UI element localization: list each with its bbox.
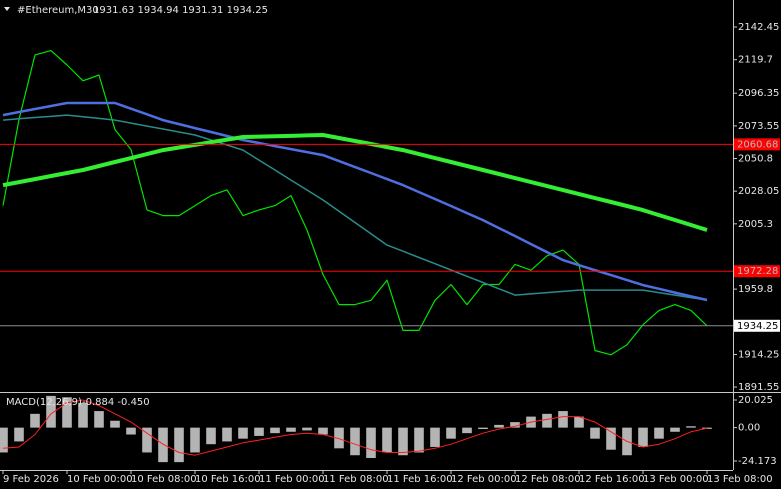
macd-bar xyxy=(110,420,120,428)
macd-bar xyxy=(270,427,280,434)
y-tick-label: 2096.35 xyxy=(738,88,779,99)
x-tick-label: 12 Feb 08:00 xyxy=(515,474,581,485)
price-line xyxy=(2,114,708,301)
y-tick-label: 2142.45 xyxy=(738,22,779,33)
macd-bar xyxy=(606,427,616,450)
price-line xyxy=(2,101,708,302)
y-tick-label: 2073.55 xyxy=(738,121,779,132)
macd-bar xyxy=(510,422,520,428)
x-tick-label: 12 Feb 00:00 xyxy=(451,474,517,485)
y-tick-label: 2005.3 xyxy=(738,219,773,230)
y-tick-label: -24.173 xyxy=(738,456,777,467)
macd-bar xyxy=(14,427,24,442)
y-tick-label: 1959.8 xyxy=(738,284,773,295)
macd-bar xyxy=(350,427,360,456)
level-label: 1934.25 xyxy=(737,321,778,332)
y-tick-label: 2050.8 xyxy=(738,154,773,165)
macd-bar xyxy=(542,413,552,428)
level-label-box xyxy=(734,138,780,151)
macd-bar xyxy=(30,413,40,428)
level-label: 2060.68 xyxy=(737,139,778,150)
y-tick-label: 0.00 xyxy=(738,423,760,434)
macd-bar xyxy=(46,395,56,428)
macd-bar xyxy=(590,427,600,439)
x-tick-label: 10 Feb 16:00 xyxy=(195,474,261,485)
y-tick-label: 2119.7 xyxy=(738,55,773,66)
macd-bar xyxy=(78,402,88,428)
macd-bar xyxy=(446,427,456,439)
macd-bar xyxy=(382,427,392,453)
x-tick-label: 9 Feb 2026 xyxy=(3,474,59,485)
macd-bar xyxy=(142,427,152,453)
level-label: 1972.28 xyxy=(737,266,778,277)
level-label-box xyxy=(734,265,780,278)
menu-icon[interactable] xyxy=(4,7,10,11)
y-tick-label: 1891.55 xyxy=(738,382,779,393)
macd-bar xyxy=(222,427,232,442)
macd-values: -0.884 -0.450 xyxy=(82,397,150,408)
macd-bar xyxy=(462,427,472,434)
macd-bar xyxy=(398,427,408,456)
ohlc-values: 1931.63 1934.94 1931.31 1934.25 xyxy=(93,5,268,16)
macd-bar xyxy=(334,427,344,449)
macd-bar xyxy=(494,424,504,428)
x-tick-label: 13 Feb 00:00 xyxy=(643,474,709,485)
x-tick-label: 12 Feb 16:00 xyxy=(579,474,645,485)
macd-bar xyxy=(238,427,248,439)
macd-bar xyxy=(670,427,680,432)
x-tick-label: 10 Feb 00:00 xyxy=(67,474,133,485)
y-tick-label: 20.025 xyxy=(738,395,773,406)
x-tick-label: 13 Feb 08:00 xyxy=(707,474,773,485)
x-tick-label: 11 Feb 08:00 xyxy=(323,474,389,485)
y-tick-label: 2028.05 xyxy=(738,186,779,197)
macd-bar xyxy=(158,427,168,463)
macd-bar xyxy=(558,411,568,428)
x-tick-label: 11 Feb 00:00 xyxy=(259,474,325,485)
macd-bar xyxy=(654,427,664,439)
macd-bar xyxy=(638,427,648,447)
macd-bar xyxy=(174,427,184,463)
macd-bar xyxy=(302,427,312,431)
x-tick-label: 10 Feb 08:00 xyxy=(131,474,197,485)
macd-bar xyxy=(574,416,584,428)
macd-bar xyxy=(430,427,440,447)
macd-bar xyxy=(478,427,488,430)
macd-bar xyxy=(206,427,216,445)
macd-bar xyxy=(366,427,376,458)
macd-bar xyxy=(702,427,712,429)
macd-bar xyxy=(318,427,328,435)
signal-line xyxy=(2,399,708,456)
macd-bar xyxy=(414,427,424,453)
macd-bar xyxy=(62,397,72,428)
macd-bar xyxy=(0,427,8,453)
macd-bar xyxy=(254,427,264,436)
macd-title: MACD(12,26,9) xyxy=(6,397,82,408)
price-line xyxy=(2,49,708,356)
symbol-title: #Ethereum,M30 xyxy=(17,5,99,16)
x-tick-label: 11 Feb 16:00 xyxy=(387,474,453,485)
macd-bar xyxy=(190,427,200,453)
price-line xyxy=(2,133,708,232)
level-label-box xyxy=(734,319,780,332)
macd-bar xyxy=(94,411,104,428)
y-tick-label: 1914.25 xyxy=(738,349,779,360)
macd-bar xyxy=(286,427,296,432)
macd-bar xyxy=(686,426,696,428)
macd-bar xyxy=(126,427,136,435)
